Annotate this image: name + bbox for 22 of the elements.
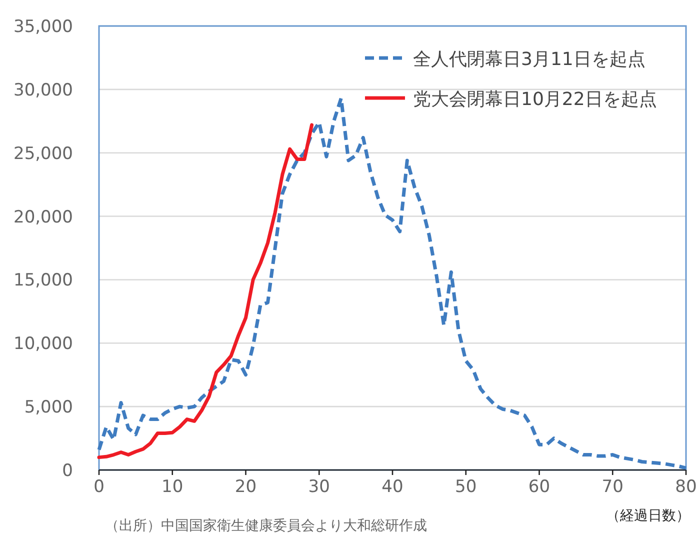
y-tick-label: 10,000 [14,334,73,354]
x-tick-label: 70 [602,477,624,497]
x-tick-label: 10 [162,477,184,497]
y-tick-label: 0 [62,461,73,481]
x-tick-label: 30 [308,477,330,497]
x-tick-label: 50 [455,477,477,497]
legend-label: 全人代閉幕日3月11日を起点 [413,49,646,70]
y-tick-label: 20,000 [14,207,73,228]
line-series [97,123,314,460]
legend-label: 党大会閉幕日10月22日を起点 [413,89,657,110]
y-tick-label: 15,000 [14,270,73,291]
x-tick-label: 40 [382,477,404,497]
y-tick-label: 30,000 [14,80,73,100]
x-tick-label: 20 [234,477,257,497]
y-tick-label: 35,000 [14,17,73,37]
y-tick-label: 5,000 [24,398,73,418]
x-tick-label: 0 [94,477,104,497]
y-tick-label: 25,000 [14,144,73,164]
x-tick-label: 80 [675,477,696,497]
x-tick-label: 60 [528,477,550,497]
x-axis-title: （経過日数） [606,508,690,524]
text: （出所）中国国家衛生健康委員会より大和総研作成 [105,518,427,534]
